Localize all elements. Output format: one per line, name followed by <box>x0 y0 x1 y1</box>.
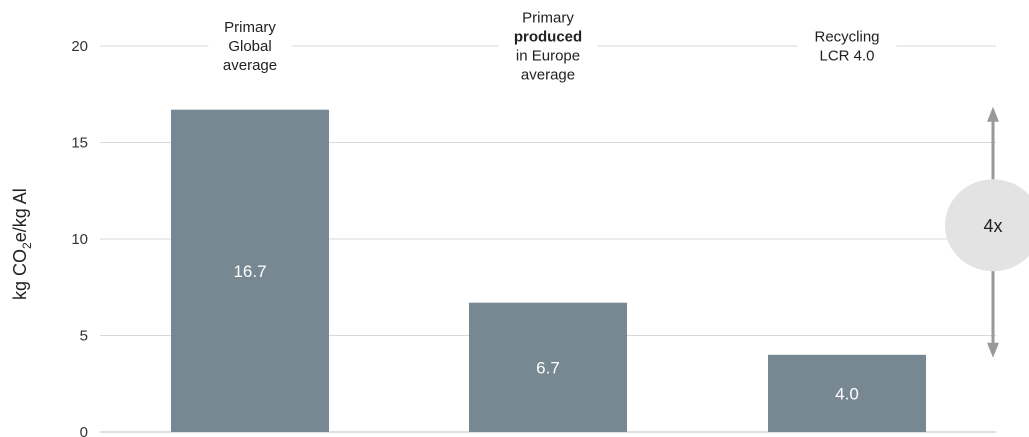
category-label: average <box>223 57 277 74</box>
category-label: produced <box>514 29 582 46</box>
y-tick-label: 20 <box>71 38 88 55</box>
y-tick-label: 5 <box>80 328 88 345</box>
bars: 16.7 6.7 4.0 <box>171 109 926 432</box>
arrow-down-icon <box>987 342 999 358</box>
y-axis-label-suffix: e/kg Al <box>10 188 30 242</box>
bar-value-label: 4.0 <box>835 384 859 403</box>
y-axis-label: kg CO2e/kg Al <box>10 188 34 300</box>
category-label: in Europe <box>516 48 580 65</box>
factor-circle <box>945 179 1029 272</box>
arrow-up-icon <box>987 106 999 122</box>
category-label: Primary <box>224 19 276 36</box>
factor-label: 4x <box>983 216 1002 236</box>
category-labels: Primary Global average Primary produced in Eu… <box>223 10 880 84</box>
reduction-annotation: 4x <box>945 106 1029 358</box>
y-axis-label-subscript: 2 <box>20 242 34 249</box>
bar-value-label: 6.7 <box>536 358 560 377</box>
category-label: Primary <box>522 10 574 27</box>
category-label: Global <box>228 38 271 55</box>
y-tick-label: 10 <box>71 231 88 248</box>
bar-value-label: 16.7 <box>233 262 266 281</box>
y-tick-label: 15 <box>71 135 88 152</box>
category-label: LCR 4.0 <box>819 48 874 65</box>
category-label: average <box>521 67 575 84</box>
category-label: Recycling <box>814 29 879 46</box>
y-axis-ticks: 0 5 10 15 20 <box>71 38 88 437</box>
bar <box>171 109 329 432</box>
bar <box>768 354 926 432</box>
bar <box>469 302 627 432</box>
y-tick-label: 0 <box>80 424 88 437</box>
y-axis-label-prefix: kg CO <box>10 249 30 300</box>
